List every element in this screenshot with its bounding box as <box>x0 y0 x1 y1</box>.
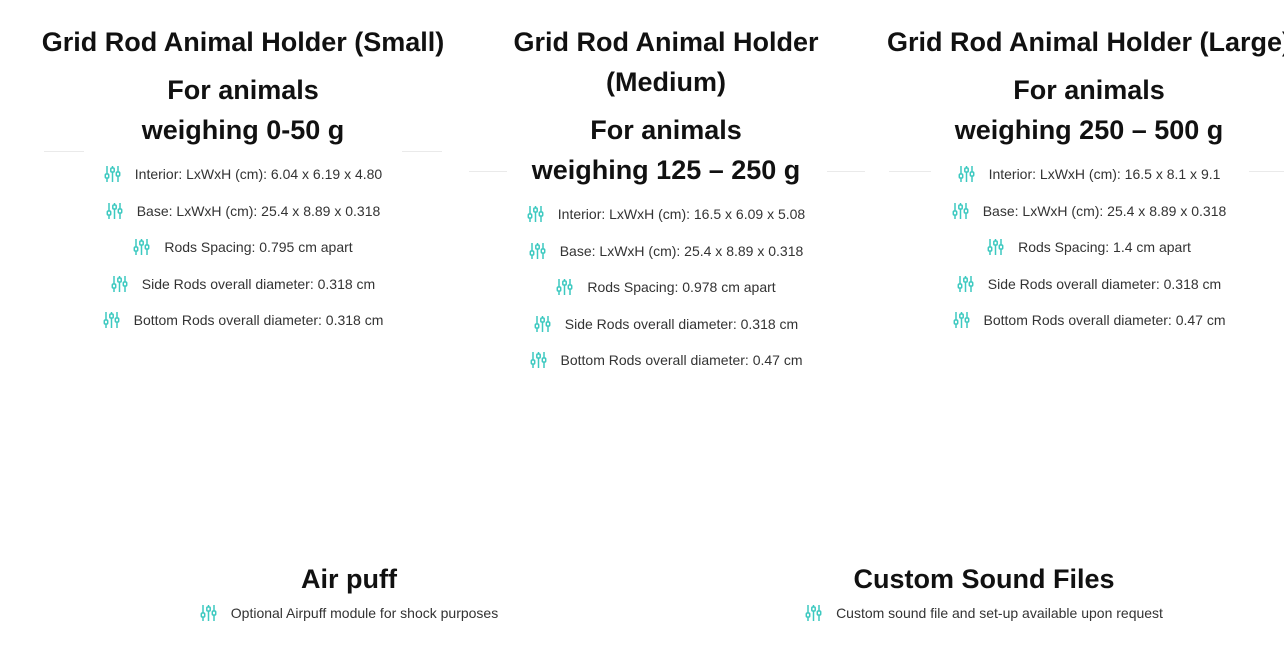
spec-text: Bottom Rods overall diameter: 0.47 cm <box>983 312 1226 328</box>
feature-air-puff: Air puff Optional Airpuff module for sho… <box>169 560 529 622</box>
spec-text: Bottom Rods overall diameter: 0.318 cm <box>133 312 384 328</box>
spec-item: Base: LxWxH (cm): 25.4 x 8.89 x 0.318 <box>456 241 876 261</box>
sliders-icon <box>104 165 121 183</box>
spec-item: Interior: LxWxH (cm): 6.04 x 6.19 x 4.80 <box>33 164 453 184</box>
spec-item: Base: LxWxH (cm): 25.4 x 8.89 x 0.318 <box>879 201 1284 221</box>
divider <box>827 171 865 172</box>
spec-item: Bottom Rods overall diameter: 0.47 cm <box>456 350 876 370</box>
spec-text: Rods Spacing: 0.978 cm apart <box>587 279 776 295</box>
product-title: Grid Rod Animal Holder (Small) <box>41 27 445 57</box>
feature-custom-sound: Custom Sound Files Custom sound file and… <box>764 560 1204 622</box>
sliders-icon <box>530 351 547 369</box>
product-title: Grid Rod Animal Holder (Medium) <box>513 27 819 97</box>
divider <box>1249 171 1284 172</box>
sliders-icon <box>527 205 544 223</box>
spec-item: Base: LxWxH (cm): 25.4 x 8.89 x 0.318 <box>33 201 453 221</box>
product-card: Grid Rod Animal Holder (Small) For anima… <box>33 22 453 347</box>
spec-text: Side Rods overall diameter: 0.318 cm <box>141 275 376 292</box>
product-card: Grid Rod Animal Holder (Large) For anima… <box>879 22 1284 347</box>
spec-text: Side Rods overall diameter: 0.318 cm <box>564 315 799 332</box>
feature-text: Custom sound file and set-up available u… <box>836 605 1163 621</box>
product-title: Grid Rod Animal Holder (Large) <box>886 27 1284 57</box>
spec-list: Interior: LxWxH (cm): 16.5 x 6.09 x 5.08… <box>456 204 876 370</box>
spec-text: Interior: LxWxH (cm): 16.5 x 6.09 x 5.08 <box>557 206 806 222</box>
spec-item: Side Rods overall diameter: 0.318 cm <box>33 274 453 294</box>
feature-title: Custom Sound Files <box>853 564 1115 594</box>
spec-item: Interior: LxWxH (cm): 16.5 x 6.09 x 5.08 <box>456 204 876 224</box>
divider <box>469 171 507 172</box>
feature-text: Optional Airpuff module for shock purpos… <box>230 605 499 621</box>
sliders-icon <box>103 311 120 329</box>
spec-item: Interior: LxWxH (cm): 16.5 x 8.1 x 9.1 <box>879 164 1284 184</box>
sliders-icon <box>106 202 123 220</box>
spec-item: Rods Spacing: 0.795 cm apart <box>33 237 453 257</box>
sliders-icon <box>111 275 128 293</box>
sliders-icon <box>953 311 970 329</box>
spec-item: Bottom Rods overall diameter: 0.47 cm <box>879 310 1284 330</box>
spec-item: Rods Spacing: 0.978 cm apart <box>456 277 876 297</box>
sliders-icon <box>952 202 969 220</box>
spec-text: Rods Spacing: 0.795 cm apart <box>164 239 353 255</box>
spec-text: Base: LxWxH (cm): 25.4 x 8.89 x 0.318 <box>982 202 1227 219</box>
product-subtitle: For animals weighing 0-50 g <box>141 75 345 145</box>
sliders-icon <box>200 604 217 622</box>
product-subtitle: For animals weighing 125 – 250 g <box>531 115 801 185</box>
spec-text: Base: LxWxH (cm): 25.4 x 8.89 x 0.318 <box>559 242 804 259</box>
sliders-icon <box>805 604 822 622</box>
sliders-icon <box>987 238 1004 256</box>
product-subtitle: For animals weighing 250 – 500 g <box>954 75 1224 145</box>
spec-list: Interior: LxWxH (cm): 16.5 x 8.1 x 9.1 Ba… <box>879 164 1284 330</box>
feature-title: Air puff <box>301 564 397 594</box>
spec-item: Rods Spacing: 1.4 cm apart <box>879 237 1284 257</box>
divider <box>402 151 442 152</box>
spec-list: Interior: LxWxH (cm): 6.04 x 6.19 x 4.80… <box>33 164 453 330</box>
spec-text: Interior: LxWxH (cm): 6.04 x 6.19 x 4.80 <box>134 166 383 182</box>
spec-item: Bottom Rods overall diameter: 0.318 cm <box>33 310 453 330</box>
sliders-icon <box>534 315 551 333</box>
sliders-icon <box>529 242 546 260</box>
spec-text: Bottom Rods overall diameter: 0.47 cm <box>560 352 803 368</box>
spec-item: Side Rods overall diameter: 0.318 cm <box>456 314 876 334</box>
spec-text: Interior: LxWxH (cm): 16.5 x 8.1 x 9.1 <box>988 166 1221 182</box>
sliders-icon <box>133 238 150 256</box>
sliders-icon <box>958 165 975 183</box>
spec-text: Side Rods overall diameter: 0.318 cm <box>987 275 1222 292</box>
sliders-icon <box>957 275 974 293</box>
spec-item: Side Rods overall diameter: 0.318 cm <box>879 274 1284 294</box>
spec-text: Rods Spacing: 1.4 cm apart <box>1018 239 1191 255</box>
divider <box>44 151 84 152</box>
sliders-icon <box>556 278 573 296</box>
divider <box>889 171 931 172</box>
spec-text: Base: LxWxH (cm): 25.4 x 8.89 x 0.318 <box>136 202 381 219</box>
product-card: Grid Rod Animal Holder (Medium) For anim… <box>456 22 876 387</box>
